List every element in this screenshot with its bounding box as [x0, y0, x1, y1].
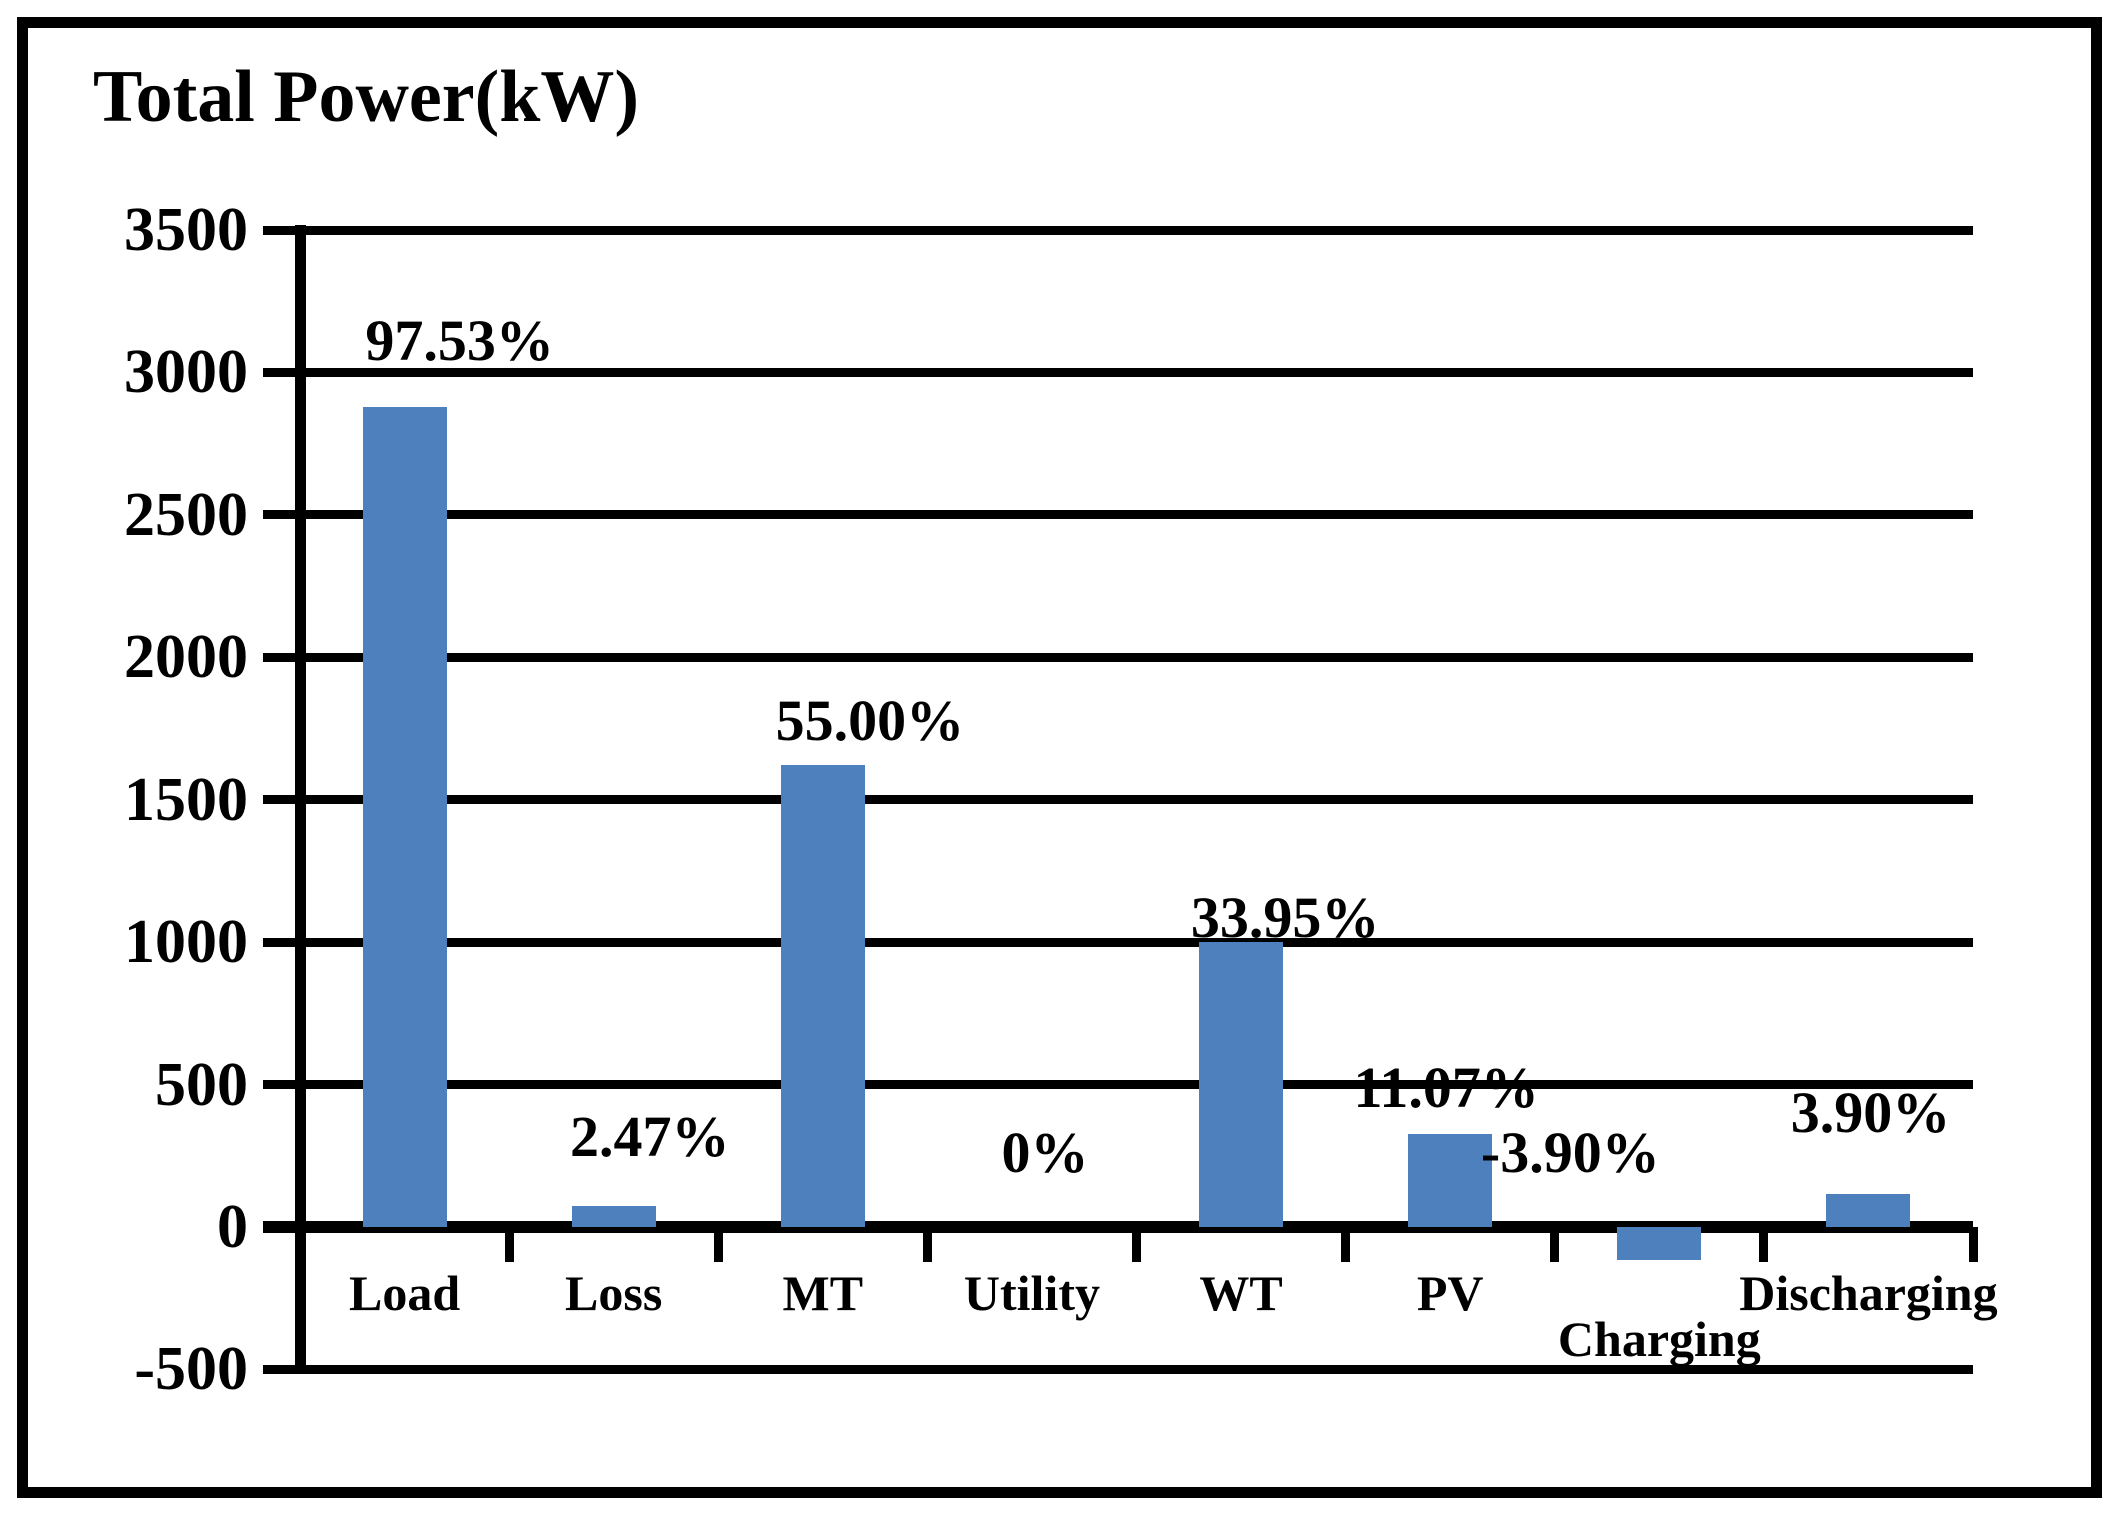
chart-title: Total Power(kW) [93, 56, 640, 138]
gridline [263, 795, 1973, 805]
bar-value-label-loss: 2.47% [569, 1104, 730, 1169]
bar-mt [780, 764, 865, 1227]
category-label-charging: Charging [1557, 1311, 1761, 1367]
y-tick-label: -500 [134, 1335, 248, 1404]
y-axis-line [294, 225, 306, 1375]
x-axis-tick [1759, 1227, 1769, 1262]
y-tick-label: 2000 [124, 623, 248, 692]
category-label-wt: WT [1199, 1265, 1283, 1321]
bar-value-label-load: 97.53% [365, 308, 554, 373]
x-axis-tick [1968, 1227, 1978, 1262]
category-label-utility: Utility [963, 1265, 1100, 1321]
category-label-pv: PV [1416, 1265, 1484, 1321]
category-label-discharging: Discharging [1739, 1265, 1998, 1321]
gridline [263, 510, 1973, 520]
gridline [263, 225, 1973, 235]
bar-loss [571, 1206, 656, 1227]
y-tick-label: 1500 [124, 765, 248, 834]
gridline [263, 1364, 1973, 1374]
bar-value-label-utility: 0% [1001, 1120, 1089, 1185]
gridline [263, 937, 1973, 947]
y-tick-label: 0 [217, 1193, 248, 1261]
chart-outer-border [17, 17, 2102, 1498]
bar-value-label-discharging: 3.90% [1790, 1080, 1951, 1145]
bar-charging [1617, 1227, 1702, 1260]
y-tick-label: 3000 [124, 338, 248, 407]
category-label-mt: MT [782, 1265, 864, 1321]
category-label-loss: Loss [565, 1265, 663, 1321]
bar-wt [1199, 941, 1284, 1227]
gridline [263, 652, 1973, 662]
x-axis-tick [1341, 1227, 1351, 1262]
bar-value-label-mt: 55.00% [775, 688, 965, 753]
bar-value-label-wt: 33.95% [1190, 885, 1380, 950]
x-axis-tick [713, 1227, 723, 1262]
bar-load [362, 407, 447, 1227]
y-tick-label: 2500 [124, 480, 248, 549]
y-tick-label: 500 [155, 1050, 248, 1119]
x-axis-baseline [263, 1221, 1973, 1233]
x-axis-tick [1550, 1227, 1560, 1262]
x-axis-tick [1132, 1227, 1141, 1262]
y-tick-label: 3500 [124, 196, 248, 264]
bar-discharging [1826, 1194, 1911, 1227]
category-label-load: Load [348, 1265, 461, 1321]
gridline [263, 367, 1973, 377]
x-axis-tick [504, 1227, 514, 1262]
x-axis-tick [922, 1227, 932, 1262]
bar-value-label-pv: 11.07% [1353, 1055, 1539, 1120]
bar-value-label-charging: -3.90% [1480, 1120, 1660, 1185]
gridline [263, 1080, 1973, 1090]
bar-pv [1408, 1133, 1493, 1227]
y-tick-label: 1000 [124, 908, 248, 977]
